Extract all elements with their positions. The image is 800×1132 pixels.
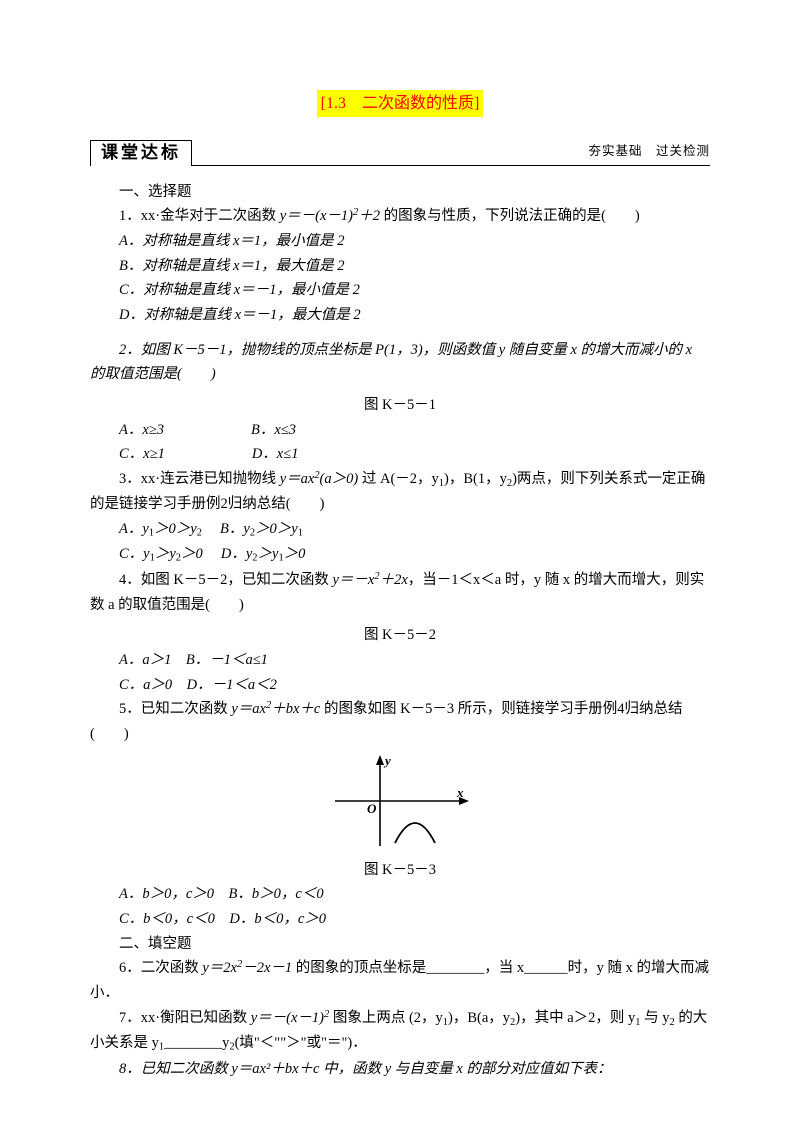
- axis-y-label: y: [383, 753, 391, 768]
- section2-heading: 二、填空题: [90, 932, 710, 957]
- q1-optC: C．对称轴是直线 x＝－1，最小值是 2: [90, 278, 710, 303]
- q4-figure-caption: 图 K－5－2: [90, 623, 710, 648]
- q3-optsAB: A．y1＞0＞y2 B．y2＞0＞y1: [90, 517, 710, 542]
- q5-optsCD: C．b＜0，c＜0 D．b＜0，c＞0: [90, 907, 710, 932]
- q3-formula: y＝ax2(a＞0): [280, 471, 359, 487]
- parabola-svg: y x O: [325, 751, 475, 856]
- q1-stem: 1．xx·金华对于二次函数 y＝－(x－1)2＋2 的图象与性质，下列说法正确的…: [90, 204, 710, 229]
- q3-optsCD: C．y1＞y2＞0 D．y2＞y1＞0: [90, 542, 710, 567]
- q5-figure-caption: 图 K－5－3: [90, 858, 710, 883]
- q2-optsCD: C．x≥1 D．x≤1: [90, 442, 710, 467]
- section-badge: 课堂达标: [90, 140, 192, 165]
- q2-figure-caption: 图 K－5－1: [90, 393, 710, 418]
- header-subtitle: 夯实基础 过关检测: [588, 141, 710, 164]
- section1-heading: 一、选择题: [90, 180, 710, 205]
- q1-optB: B．对称轴是直线 x＝1，最大值是 2: [90, 254, 710, 279]
- q5-figure: y x O: [90, 751, 710, 856]
- title-wrap: [1.3 二次函数的性质]: [90, 90, 710, 117]
- q1-optD: D．对称轴是直线 x＝－1，最大值是 2: [90, 303, 710, 328]
- q2-optsAB: A．x≥3 B．x≤3: [90, 418, 710, 443]
- q4-stem: 4．如图 K－5－2，已知二次函数 y＝－x2＋2x，当－1＜x＜a 时，y 随…: [90, 568, 710, 618]
- page-title: [1.3 二次函数的性质]: [317, 90, 484, 117]
- q7-formula: y＝－(x－1)2: [251, 1010, 330, 1026]
- q4-formula: y＝－x2＋2x: [332, 572, 407, 588]
- q4-optsCD: C．a＞0 D．－1＜a＜2: [90, 673, 710, 698]
- q5-formula: y＝ax2＋bx＋c: [231, 701, 320, 717]
- spacer: [90, 328, 710, 338]
- q1-formula: y＝－(x－1)2＋2: [280, 208, 380, 224]
- q6-formula: y＝2x2－2x－1: [202, 960, 292, 976]
- q7: 7．xx·衡阳已知函数 y＝－(x－1)2 图象上两点 (2，y1)，B(a，y…: [90, 1006, 710, 1057]
- q5-optsAB: A．b＞0，c＞0 B．b＞0，c＜0: [90, 882, 710, 907]
- axis-x-label: x: [456, 785, 464, 800]
- q5-stem: 5．已知二次函数 y＝ax2＋bx＋c 的图象如图 K－5－3 所示，则链接学习…: [90, 697, 710, 747]
- q6: 6．二次函数 y＝2x2－2x－1 的图象的顶点坐标是________，当 x_…: [90, 956, 710, 1006]
- q1-optA: A．对称轴是直线 x＝1，最小值是 2: [90, 229, 710, 254]
- origin-label: O: [367, 801, 377, 816]
- header-row: 课堂达标 夯实基础 过关检测: [90, 139, 710, 165]
- q4-optsAB: A．a＞1 B．－1＜a≤1: [90, 648, 710, 673]
- q8: 8．已知二次函数 y＝ax²＋bx＋c 中，函数 y 与自变量 x 的部分对应值…: [90, 1057, 710, 1082]
- q3-stem: 3．xx·连云港已知抛物线 y＝ax2(a＞0) 过 A(－2，y1)，B(1，…: [90, 467, 710, 517]
- page: [1.3 二次函数的性质] 课堂达标 夯实基础 过关检测 一、选择题 1．xx·…: [0, 0, 800, 1132]
- q2-stem: 2．如图 K－5－1，抛物线的顶点坐标是 P(1，3)，则函数值 y 随自变量 …: [90, 338, 710, 387]
